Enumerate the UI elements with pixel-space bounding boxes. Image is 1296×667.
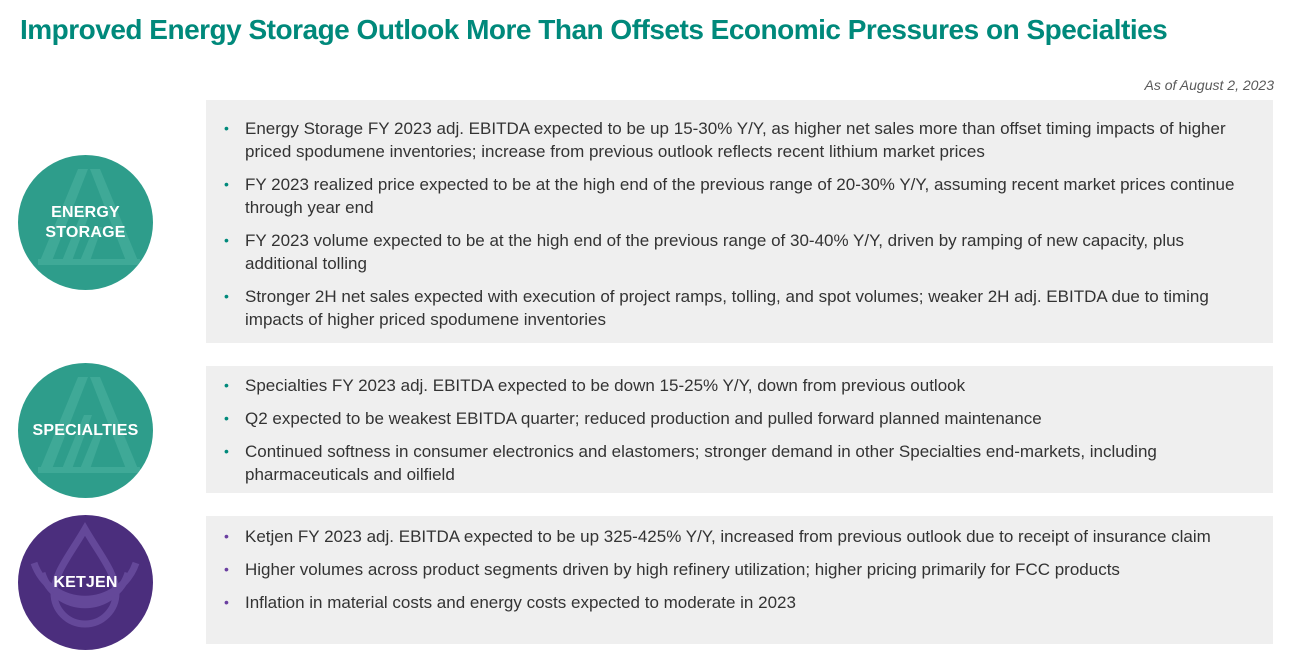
badge-text: ENERGY STORAGE (45, 203, 126, 241)
albemarle-logo-icon (38, 169, 140, 265)
ketjen-drop-logo-icon (30, 521, 140, 628)
list-item: Energy Storage FY 2023 adj. EBITDA expec… (224, 117, 1253, 163)
energy-storage-bullet-list: Energy Storage FY 2023 adj. EBITDA expec… (224, 117, 1253, 331)
specialties-panel: Specialties FY 2023 adj. EBITDA expected… (206, 366, 1273, 493)
list-item: Inflation in material costs and energy c… (224, 591, 1253, 614)
list-item: Q2 expected to be weakest EBITDA quarter… (224, 407, 1253, 430)
list-item: Higher volumes across product segments d… (224, 558, 1253, 581)
specialties-label: SPECIALTIES (32, 421, 139, 439)
energy-storage-panel: Energy Storage FY 2023 adj. EBITDA expec… (206, 100, 1273, 343)
ketjen-panel: Ketjen FY 2023 adj. EBITDA expected to b… (206, 516, 1273, 644)
list-item: Specialties FY 2023 adj. EBITDA expected… (224, 374, 1253, 397)
energy-storage-badge: ENERGY STORAGE (18, 155, 153, 290)
page-title: Improved Energy Storage Outlook More Tha… (20, 14, 1168, 45)
list-item: Continued softness in consumer electroni… (224, 440, 1253, 486)
specialties-badge: SPECIALTIES (18, 363, 153, 498)
as-of-date: As of August 2, 2023 (1144, 77, 1274, 93)
list-item: FY 2023 realized price expected to be at… (224, 173, 1253, 219)
ketjen-label: KETJEN (53, 573, 118, 591)
specialties-bullet-list: Specialties FY 2023 adj. EBITDA expected… (224, 374, 1253, 486)
list-item: Stronger 2H net sales expected with exec… (224, 285, 1253, 331)
ketjen-badge: KETJEN (18, 515, 153, 650)
albemarle-logo-icon (38, 377, 140, 473)
list-item: FY 2023 volume expected to be at the hig… (224, 229, 1253, 275)
ketjen-bullet-list: Ketjen FY 2023 adj. EBITDA expected to b… (224, 525, 1253, 614)
list-item: Ketjen FY 2023 adj. EBITDA expected to b… (224, 525, 1253, 548)
energy-storage-label: ENERGY STORAGE (45, 203, 125, 243)
